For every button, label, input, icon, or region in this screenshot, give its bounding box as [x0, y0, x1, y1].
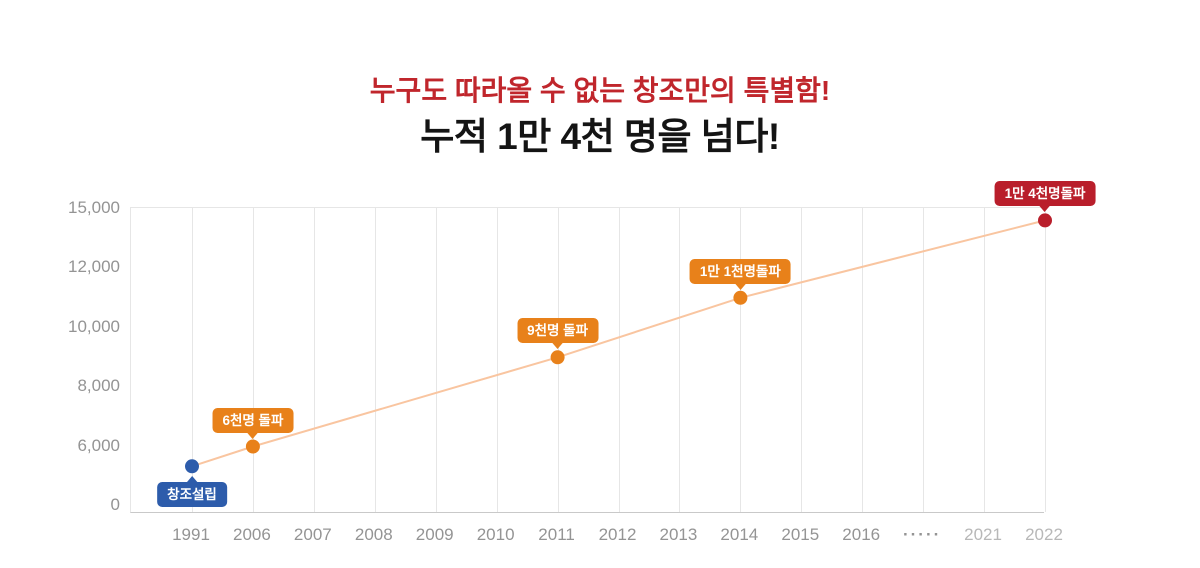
- x-tick-label: 1991: [172, 525, 210, 544]
- plot-area: 창조설립 6천명 돌파 9천명 돌파 1만 1천명돌파 1만 4천명돌파: [130, 181, 1096, 513]
- data-point: [1038, 213, 1052, 228]
- x-tick-label: 2006: [233, 525, 271, 544]
- x-tick-label: 2011: [538, 525, 575, 544]
- gridline: [862, 208, 864, 512]
- x-tick-ellipsis: ·····: [902, 525, 942, 544]
- y-tick-label: 15,000: [68, 197, 120, 217]
- gridline: [496, 208, 498, 512]
- milestone-callout: 창조설립: [157, 476, 227, 508]
- gridline: [1045, 208, 1046, 512]
- y-tick-label: 12,000: [68, 257, 120, 276]
- x-tick-label: 2021: [964, 525, 1002, 544]
- data-point: [733, 290, 748, 305]
- y-tick-label: 10,000: [68, 316, 120, 336]
- x-tick-label: 2009: [415, 525, 454, 544]
- x-tick-label: 2016: [842, 525, 881, 544]
- x-tick-label: 2012: [598, 525, 637, 544]
- gridline: [984, 208, 986, 512]
- x-axis: 1991 2006 2007 2008 2009 2010 2011 2012 2013 2014…: [130, 524, 1063, 548]
- milestone-callout: 6천명 돌파: [212, 407, 294, 439]
- trend-line: [191, 219, 1046, 468]
- gridline: [801, 208, 803, 512]
- x-tick-label: 2010: [476, 525, 515, 544]
- hero-header: 누구도 따라올 수 없는 창조만의 특별함! 누적 1만 4천 명을 넘다!: [0, 72, 1200, 160]
- data-point: [550, 350, 565, 365]
- y-axis: 0 6,000 8,000 10,000 12,000 15,000: [0, 198, 120, 515]
- x-tick-label: 2022: [1025, 525, 1063, 544]
- gridline: [252, 208, 254, 512]
- data-point: [185, 459, 199, 474]
- data-point: [245, 439, 260, 454]
- gridline: [618, 208, 620, 512]
- milestone-callout: 1만 1천명돌파: [689, 258, 791, 290]
- gridline: [313, 208, 315, 512]
- gridline: [435, 208, 437, 512]
- hero-subtitle: 누구도 따라올 수 없는 창조만의 특별함!: [369, 75, 831, 106]
- y-tick-label: 6,000: [77, 435, 120, 455]
- gridline: [374, 208, 376, 512]
- x-tick-label: 2008: [354, 525, 393, 544]
- x-tick-label: 2014: [720, 525, 759, 544]
- page-title: 누적 1만 4천 명을 넘다!: [420, 116, 780, 157]
- milestone-callout: 9천명 돌파: [517, 318, 599, 350]
- gridline: [679, 208, 681, 512]
- x-tick-label: 2015: [781, 525, 820, 544]
- gridline: [740, 208, 742, 512]
- gridline: [192, 208, 193, 512]
- y-tick-label: 8,000: [77, 376, 120, 395]
- y-tick-label: 0: [110, 495, 120, 514]
- x-tick-label: 2007: [293, 525, 332, 544]
- gridline: [923, 208, 925, 512]
- milestone-callout: 1만 4천명돌파: [994, 181, 1096, 213]
- trend-line-layer: [185, 213, 1052, 474]
- x-tick-label: 2013: [659, 525, 698, 544]
